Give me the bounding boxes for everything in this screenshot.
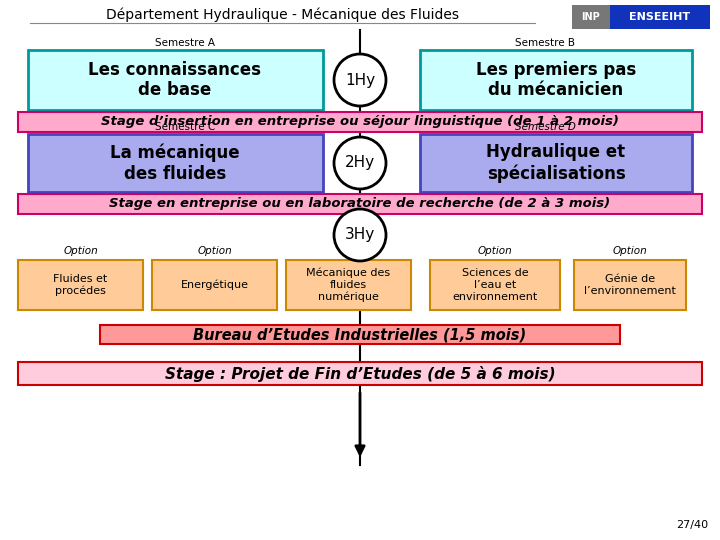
Text: Option: Option xyxy=(477,246,513,256)
Text: Stage en entreprise ou en laboratoire de recherche (de 2 à 3 mois): Stage en entreprise ou en laboratoire de… xyxy=(109,198,611,211)
Text: Semestre B: Semestre B xyxy=(515,38,575,48)
Text: Hydraulique et
spécialisations: Hydraulique et spécialisations xyxy=(487,143,626,183)
Text: Stage : Projet de Fin d’Etudes (de 5 à 6 mois): Stage : Projet de Fin d’Etudes (de 5 à 6… xyxy=(165,366,555,381)
Text: 27/40: 27/40 xyxy=(676,520,708,530)
Text: Les premiers pas
du mécanicien: Les premiers pas du mécanicien xyxy=(476,60,636,99)
Text: Département Hydraulique - Mécanique des Fluides: Département Hydraulique - Mécanique des … xyxy=(107,8,459,22)
FancyBboxPatch shape xyxy=(572,5,610,29)
FancyBboxPatch shape xyxy=(152,260,277,310)
Text: Option: Option xyxy=(613,246,647,256)
Text: Mécanique des
fluides
numérique: Mécanique des fluides numérique xyxy=(307,268,390,302)
FancyBboxPatch shape xyxy=(420,50,692,110)
Text: Semestre C: Semestre C xyxy=(155,122,215,132)
Text: Option: Option xyxy=(197,246,232,256)
FancyBboxPatch shape xyxy=(18,260,143,310)
Text: Sciences de
l’eau et
environnement: Sciences de l’eau et environnement xyxy=(452,268,538,302)
Text: Option: Option xyxy=(63,246,98,256)
FancyBboxPatch shape xyxy=(18,362,702,385)
Circle shape xyxy=(334,54,386,106)
Text: 2Hy: 2Hy xyxy=(345,156,375,171)
Text: Energétique: Energétique xyxy=(181,280,248,291)
FancyBboxPatch shape xyxy=(430,260,560,310)
Text: La mécanique
des fluides: La mécanique des fluides xyxy=(110,143,240,183)
Text: Stage d’insertion en entreprise ou séjour linguistique (de 1 à 2 mois): Stage d’insertion en entreprise ou séjou… xyxy=(101,116,619,129)
Circle shape xyxy=(334,137,386,189)
Text: INP: INP xyxy=(582,12,600,22)
Text: 1Hy: 1Hy xyxy=(345,72,375,87)
Text: 3Hy: 3Hy xyxy=(345,227,375,242)
Text: Fluides et
procédes: Fluides et procédes xyxy=(53,274,107,296)
FancyBboxPatch shape xyxy=(286,260,411,310)
FancyBboxPatch shape xyxy=(574,260,686,310)
FancyBboxPatch shape xyxy=(100,325,620,344)
FancyBboxPatch shape xyxy=(18,194,702,214)
Text: Semestre D: Semestre D xyxy=(515,122,575,132)
FancyBboxPatch shape xyxy=(18,112,702,132)
Text: Génie de
l’environnement: Génie de l’environnement xyxy=(584,274,676,296)
FancyBboxPatch shape xyxy=(420,134,692,192)
Text: Semestre A: Semestre A xyxy=(155,38,215,48)
FancyBboxPatch shape xyxy=(28,134,323,192)
FancyBboxPatch shape xyxy=(28,50,323,110)
Text: Les connaissances
de base: Les connaissances de base xyxy=(89,60,261,99)
Circle shape xyxy=(334,209,386,261)
Text: Bureau d’Etudes Industrielles (1,5 mois): Bureau d’Etudes Industrielles (1,5 mois) xyxy=(194,327,526,342)
Text: ENSEEIHT: ENSEEIHT xyxy=(629,12,690,22)
FancyBboxPatch shape xyxy=(610,5,710,29)
